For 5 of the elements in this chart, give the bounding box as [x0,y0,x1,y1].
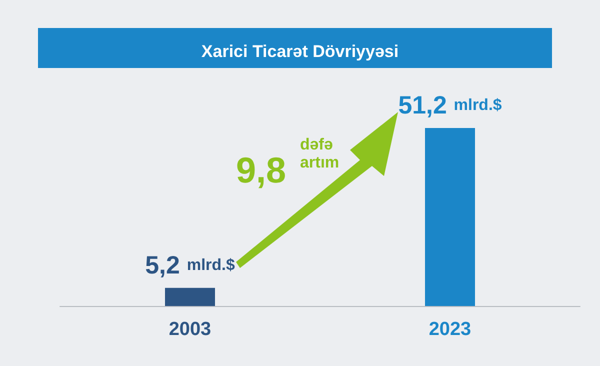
data-label: 5,2 mlrd.$ [145,251,235,280]
x-tick-label: 2023 [428,319,472,340]
data-label: 51,2 mlrd.$ [398,92,502,120]
chart-title: Xarici Ticarət Dövriyyəsi [201,42,399,61]
x-tick-label: 2003 [168,319,212,340]
